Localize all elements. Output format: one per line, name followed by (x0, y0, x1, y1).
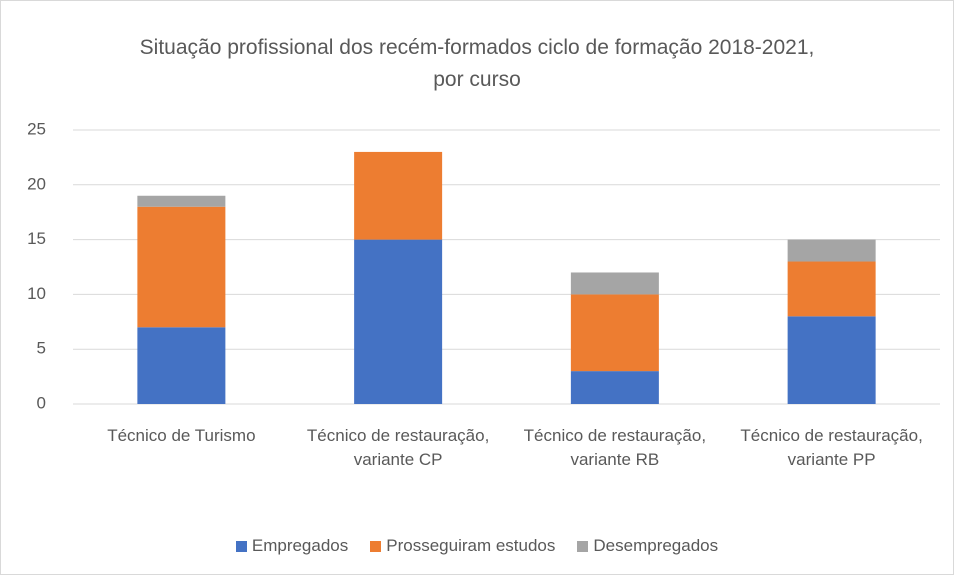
legend-label: Desempregados (593, 536, 719, 555)
bar-segment (354, 151, 443, 240)
x-tick-label: Técnico de restauração, variante CP (306, 426, 490, 469)
bar-segment (354, 239, 443, 404)
legend-swatch (577, 540, 589, 552)
bar-segment (787, 239, 876, 262)
y-tick-label: 10 (27, 284, 46, 303)
legend-label: Prosseguiram estudos (386, 536, 556, 555)
bar-segment (137, 195, 226, 207)
y-tick-label: 0 (37, 393, 46, 412)
bar-segment (570, 272, 659, 295)
y-tick-label: 25 (27, 119, 46, 138)
x-tick-label: Técnico de restauração, variante PP (740, 426, 923, 469)
legend: Empregados Prosseguiram estudos Desemprega… (0, 536, 954, 556)
y-tick-label: 5 (37, 339, 46, 358)
x-tick-label: Técnico de Turismo (107, 426, 256, 445)
bar-segment (137, 206, 226, 328)
legend-swatch (235, 540, 247, 552)
y-tick-label: 15 (27, 229, 46, 248)
legend-item: Prosseguiram estudos (370, 536, 555, 556)
legend-label: Empregados (251, 536, 349, 555)
bar-segment (570, 371, 659, 404)
legend-swatch (370, 540, 382, 552)
chart-title: Situação profissional dos recém-formados… (139, 36, 815, 91)
x-tick-label: Técnico de restauração, variante RB (523, 426, 707, 469)
bar-segment (787, 261, 876, 317)
y-tick-label: 20 (27, 174, 46, 193)
bar-segment (570, 294, 659, 372)
legend-item: Desempregados (577, 536, 718, 556)
legend-item: Empregados (235, 536, 349, 556)
bar-segment (787, 316, 876, 404)
bar-segment (137, 327, 226, 404)
